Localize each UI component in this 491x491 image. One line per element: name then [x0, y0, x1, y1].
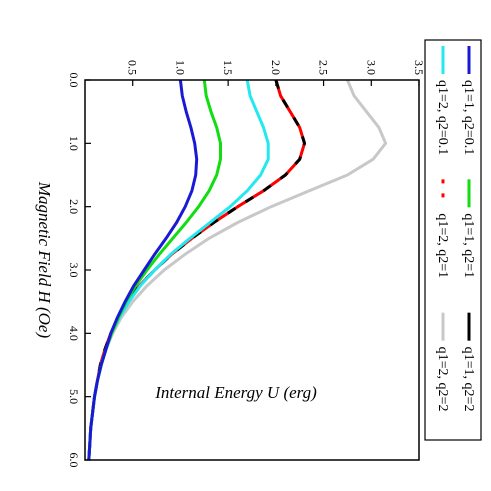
x-tick-label: 6.0: [67, 453, 81, 468]
y-tick-label: 1.0: [173, 60, 187, 75]
legend-label: q1=1, q2=0.1: [461, 80, 476, 155]
y-tick-label: 3.0: [364, 60, 378, 75]
y-axis-title-group: Internal Energy U (erg): [154, 383, 317, 402]
legend-box: [424, 39, 482, 441]
x-tick-group: 0.0 1.0 2.0 3.0 4.0 5.0 6.0: [67, 73, 91, 468]
x-tick-label: 0.0: [67, 73, 81, 88]
x-tick-label: 2.0: [67, 199, 81, 214]
y-tick-label: 3.5: [412, 60, 426, 75]
plot-frame: [84, 79, 420, 461]
series-line-3: [87, 79, 270, 461]
y-axis-title: Internal Energy U (erg): [154, 383, 317, 402]
legend-label: q1=1, q2=2: [461, 347, 476, 412]
y-tick-label: 2.0: [269, 60, 283, 75]
y-tick-group: 0.5 1.0 1.5 2.0 2.5 3.0 3.5: [126, 60, 426, 86]
x-tick-label: 1.0: [67, 136, 81, 151]
x-axis-title-group: Magnetic Field H (Oe): [35, 181, 54, 339]
legend-label: q1=2, q2=0.1: [435, 80, 450, 155]
x-tick-label: 5.0: [67, 389, 81, 404]
series-line-2: [87, 79, 306, 461]
legend-label: q1=2, q2=1: [435, 213, 450, 278]
y-tick-label: 2.5: [317, 60, 331, 75]
x-tick-label: 4.0: [67, 326, 81, 341]
series-line-0: [87, 79, 199, 461]
x-tick-label: 3.0: [67, 263, 81, 278]
series-line-4: [87, 79, 306, 461]
series-group: [87, 79, 388, 461]
legend: q1=1, q2=0.1 q1=2, q2=0.1 q1=1, q2=1 q1=2, …: [424, 39, 482, 441]
legend-label: q1=2, q2=2: [435, 347, 450, 412]
y-tick-label: 0.5: [126, 60, 140, 75]
legend-label: q1=1, q2=1: [461, 213, 476, 278]
series-line-5: [87, 79, 388, 461]
x-axis-title: Magnetic Field H (Oe): [35, 181, 54, 339]
y-tick-label: 1.5: [221, 60, 235, 75]
